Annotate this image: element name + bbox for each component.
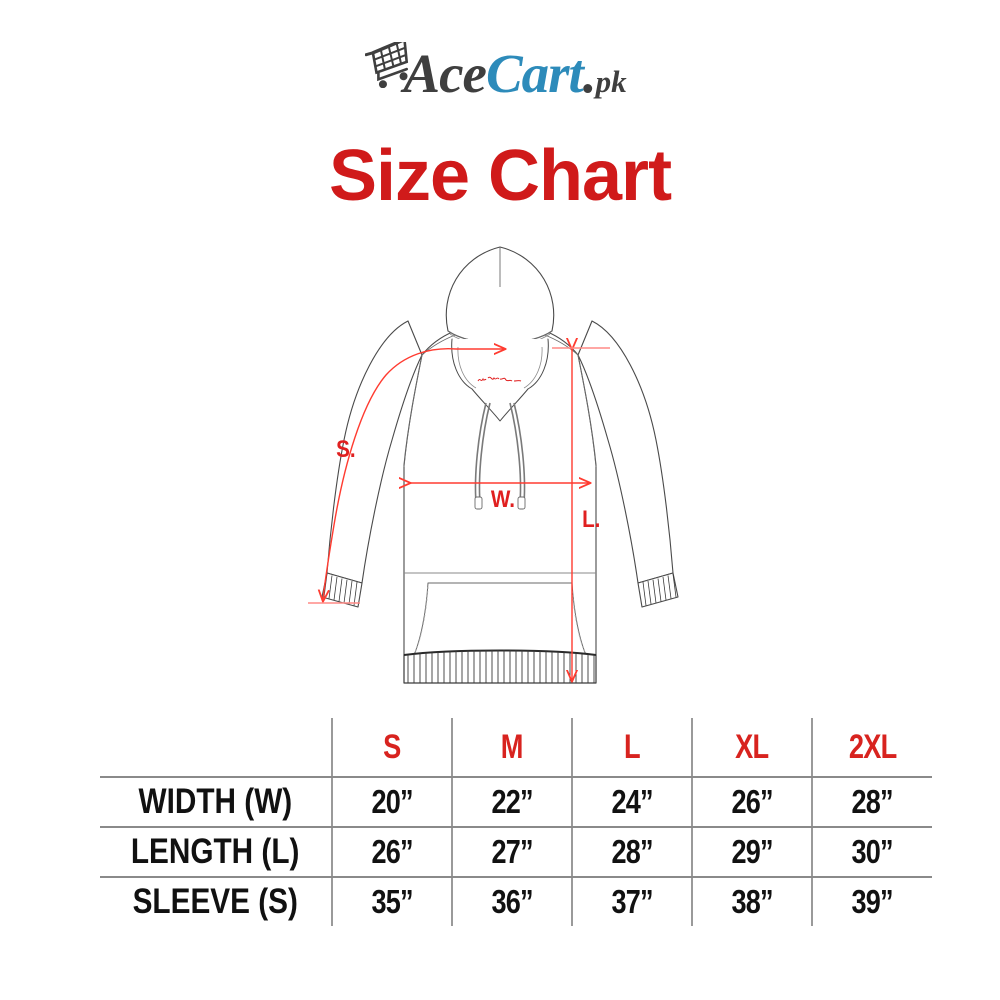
row-label-width: WIDTH (W) — [100, 777, 332, 828]
column-header-m-label: M — [501, 727, 524, 766]
table-corner-cell — [100, 718, 332, 778]
width-label: W. — [491, 486, 515, 513]
cell-width-l-text: 24” — [611, 783, 653, 820]
hem-rib-texture — [407, 649, 595, 683]
cell-length-s-text: 26” — [371, 833, 413, 870]
cell-sleeve-l: 37” — [571, 877, 692, 926]
drawstring-tip-right — [517, 496, 526, 510]
column-header-m: M — [451, 718, 572, 778]
cell-length-xl-text: 29” — [731, 833, 773, 870]
column-header-xl-label: XL — [735, 727, 769, 766]
row-label-sleeve: SLEEVE (S) — [100, 877, 332, 926]
cell-sleeve-xl-text: 38” — [731, 883, 773, 920]
table-row-length: LENGTH (L) 26” 27” 28” 29” 30” — [100, 827, 932, 878]
table-row-width: WIDTH (W) 20” 22” 24” 26” 28” — [100, 777, 932, 828]
cell-sleeve-l-text: 37” — [611, 883, 653, 920]
brand-name-ace: Ace — [403, 43, 487, 104]
size-chart-table: S M L XL 2XL WIDTH (W) — [100, 718, 932, 926]
hoodie-garment — [321, 246, 679, 684]
column-header-s: S — [331, 718, 452, 778]
cell-sleeve-2xl: 39” — [811, 877, 932, 926]
cell-length-l: 28” — [571, 827, 692, 878]
cell-sleeve-s: 35” — [331, 877, 452, 926]
cell-length-s: 26” — [331, 827, 452, 878]
cell-width-2xl-text: 28” — [851, 783, 894, 820]
row-label-width-text: WIDTH (W) — [138, 782, 293, 821]
cell-sleeve-m: 36” — [451, 877, 572, 926]
hoodie-drawstring-left — [478, 402, 491, 504]
hoodie-drawstring-right — [509, 402, 522, 504]
column-header-s-label: S — [383, 727, 401, 766]
brand-tld: pk — [595, 64, 627, 99]
cell-sleeve-s-text: 35” — [371, 883, 413, 920]
row-label-length: LENGTH (L) — [100, 827, 332, 878]
sleeve-label: S. — [336, 436, 355, 463]
cell-width-2xl: 28” — [811, 777, 932, 828]
hoodie-illustration: S. W. L. — [308, 246, 679, 684]
brand-name-cart: Cart — [485, 43, 584, 104]
cell-length-m: 27” — [451, 827, 572, 878]
cell-sleeve-2xl-text: 39” — [851, 883, 894, 920]
hoodie-kangaroo-pocket — [413, 582, 587, 656]
hoodie-hem-rib — [403, 649, 597, 684]
brand-dot: . — [582, 43, 597, 104]
column-header-l-label: L — [624, 727, 641, 766]
sleeve-measure-line — [323, 348, 457, 601]
row-label-sleeve-text: SLEEVE (S) — [132, 882, 299, 921]
row-label-length-text: LENGTH (L) — [131, 832, 300, 871]
cell-length-l-text: 28” — [611, 833, 653, 870]
cell-length-xl: 29” — [691, 827, 812, 878]
cell-sleeve-m-text: 36” — [491, 883, 533, 920]
column-header-2xl-label: 2XL — [848, 727, 897, 766]
drawstring-tip-left — [474, 496, 483, 510]
right-cuff-rib-texture — [642, 573, 677, 606]
cell-sleeve-xl: 38” — [691, 877, 812, 926]
column-header-xl: XL — [691, 718, 812, 778]
cell-width-xl: 26” — [691, 777, 812, 828]
measurement-overlay: S. W. L. — [308, 348, 610, 681]
cell-length-2xl-text: 30” — [851, 833, 894, 870]
column-header-l: L — [571, 718, 692, 778]
cell-width-m-text: 22” — [491, 783, 533, 820]
cell-width-m: 22” — [451, 777, 572, 828]
cell-width-s: 20” — [331, 777, 452, 828]
cell-length-m-text: 27” — [491, 833, 533, 870]
cell-length-2xl: 30” — [811, 827, 932, 878]
hoodie-neckline — [471, 388, 529, 422]
column-header-2xl: 2XL — [811, 718, 932, 778]
length-label: L. — [582, 506, 600, 533]
cell-width-s-text: 20” — [371, 783, 413, 820]
table-row-sleeve: SLEEVE (S) 35” 36” 37” 38” 39” — [100, 877, 932, 926]
table-header-row: S M L XL 2XL — [100, 718, 932, 778]
page-title: Size Chart — [328, 136, 672, 216]
cell-width-xl-text: 26” — [731, 783, 773, 820]
brand-logo: Ace Cart . pk — [0, 42, 1000, 114]
cell-width-l: 24” — [571, 777, 692, 828]
collar-script-logo — [477, 376, 522, 382]
